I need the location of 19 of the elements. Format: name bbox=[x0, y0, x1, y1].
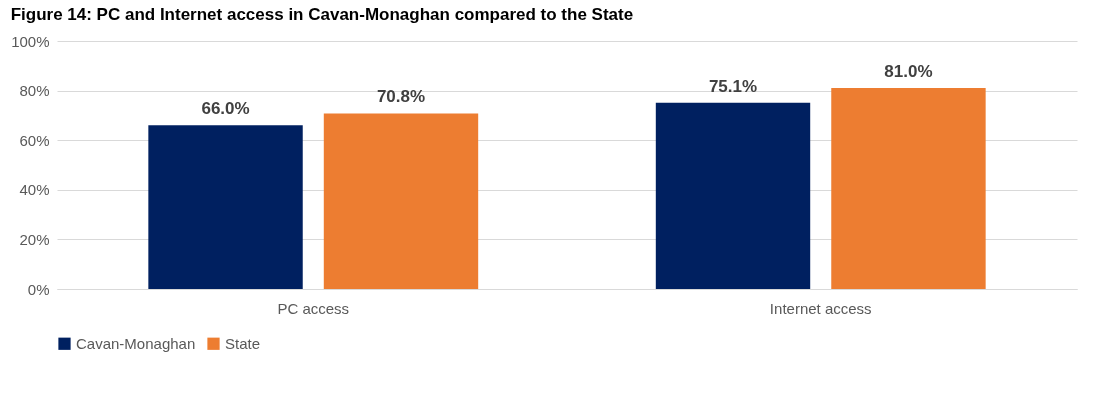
data-label: 70.8% bbox=[376, 87, 426, 107]
x-tick-label: PC access bbox=[277, 299, 350, 317]
chart-title: Figure 14: PC and Internet access in Cavan-Monaghan compared to the State bbox=[10, 5, 634, 24]
bar bbox=[323, 113, 479, 289]
data-label: 81.0% bbox=[884, 62, 933, 82]
bar bbox=[831, 88, 986, 289]
legend-label: State bbox=[225, 334, 261, 352]
y-tick-label: 100% bbox=[11, 32, 50, 50]
y-tick-label: 40% bbox=[19, 181, 50, 199]
y-tick-label: 60% bbox=[19, 131, 50, 149]
data-label: 75.1% bbox=[708, 76, 758, 96]
legend-label: Cavan-Monaghan bbox=[76, 334, 196, 352]
y-tick-label: 0% bbox=[27, 280, 50, 298]
y-tick-label: 80% bbox=[19, 82, 50, 100]
y-tick-label: 20% bbox=[19, 230, 50, 248]
bar bbox=[655, 102, 811, 289]
x-tick-label: Internet access bbox=[769, 299, 872, 317]
bar bbox=[148, 125, 303, 289]
data-label: 66.0% bbox=[201, 99, 250, 119]
